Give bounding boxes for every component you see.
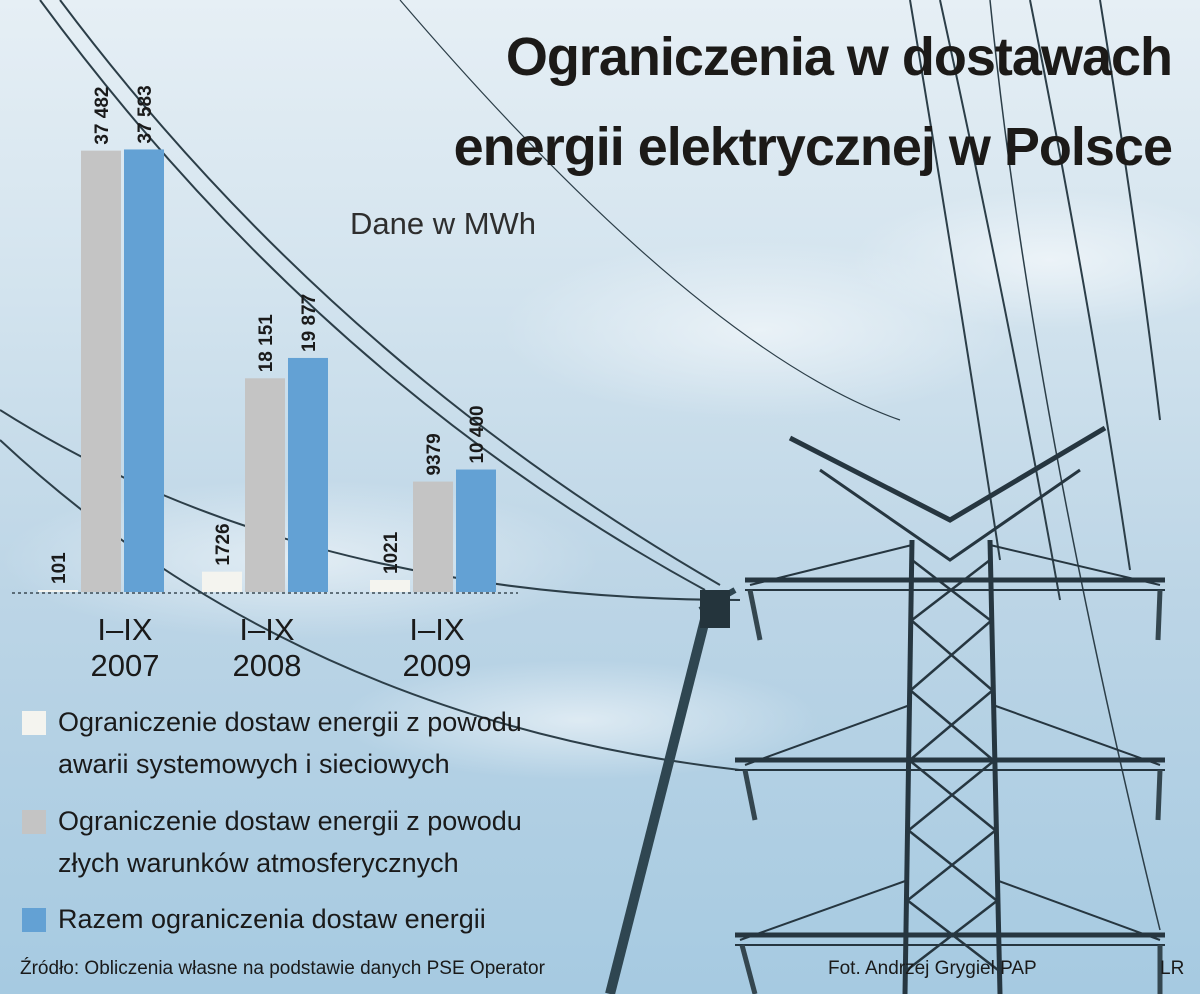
bar-2007-series-3 [124, 149, 164, 592]
legend-swatch [22, 810, 46, 834]
author-initials: LR [1160, 958, 1185, 979]
legend-label-line-2: awarii systemowych i sieciowych [58, 749, 450, 779]
category-label-2009: I–IX 2009 [357, 612, 517, 684]
pylon-tower [735, 425, 1165, 994]
chart-title-line-2: energii elektrycznej w Polsce [453, 117, 1173, 177]
data-label-2009-series-2: 9379 [424, 433, 445, 475]
category-label-2008: I–IX 2008 [187, 612, 347, 684]
bar-2007-series-1 [38, 590, 78, 592]
source-note: Źródło: Obliczenia własne na podstawie d… [20, 958, 545, 979]
bar-2008-series-3 [288, 357, 328, 592]
legend-swatch [22, 711, 46, 735]
legend-label-line-1: Ograniczenie dostaw energii z powodu [58, 707, 522, 737]
legend-label-line-1: Ograniczenie dostaw energii z powodu [58, 806, 522, 836]
bar-2009-series-2 [413, 481, 453, 592]
bar-2007-series-2 [81, 150, 121, 592]
crane-basket [700, 590, 730, 628]
chart-unit-label: Dane w MWh [350, 206, 537, 241]
bar-2009-series-1 [370, 579, 410, 592]
category-period: I–IX [97, 612, 153, 647]
data-label-2007-series-1: 101 [49, 552, 70, 584]
category-period: I–IX [239, 612, 295, 647]
bar-2009-series-3 [456, 469, 496, 592]
data-label-2009-series-3: 10 400 [467, 405, 488, 463]
legend-label-line-1: Razem ograniczenia dostaw energii [58, 904, 486, 934]
data-label-2008-series-3: 19 877 [299, 294, 320, 352]
data-label-2009-series-1: 1021 [381, 531, 402, 574]
insulators [739, 589, 1163, 994]
data-label-2007-series-3: 37 583 [135, 85, 156, 143]
chart-title-line-1: Ograniczenia w dostawach [505, 27, 1173, 87]
bar-2008-series-1 [202, 571, 242, 592]
cloud-4 [340, 660, 820, 780]
cloud-3 [850, 190, 1200, 330]
legend-swatch [22, 908, 46, 932]
category-year: 2007 [90, 648, 160, 683]
bar-2008-series-2 [245, 378, 285, 592]
category-year: 2008 [232, 648, 302, 683]
category-label-2007: I–IX 2007 [45, 612, 205, 684]
data-label-2007-series-2: 37 482 [92, 87, 113, 145]
data-label-2008-series-1: 1726 [213, 523, 234, 565]
category-year: 2009 [402, 648, 472, 683]
legend-label-line-2: złych warunków atmosferycznych [58, 848, 459, 878]
category-period: I–IX [409, 612, 465, 647]
data-label-2008-series-2: 18 151 [256, 314, 277, 373]
photo-credit: Fot. Andrzej Grygiel PAP [828, 958, 1037, 979]
